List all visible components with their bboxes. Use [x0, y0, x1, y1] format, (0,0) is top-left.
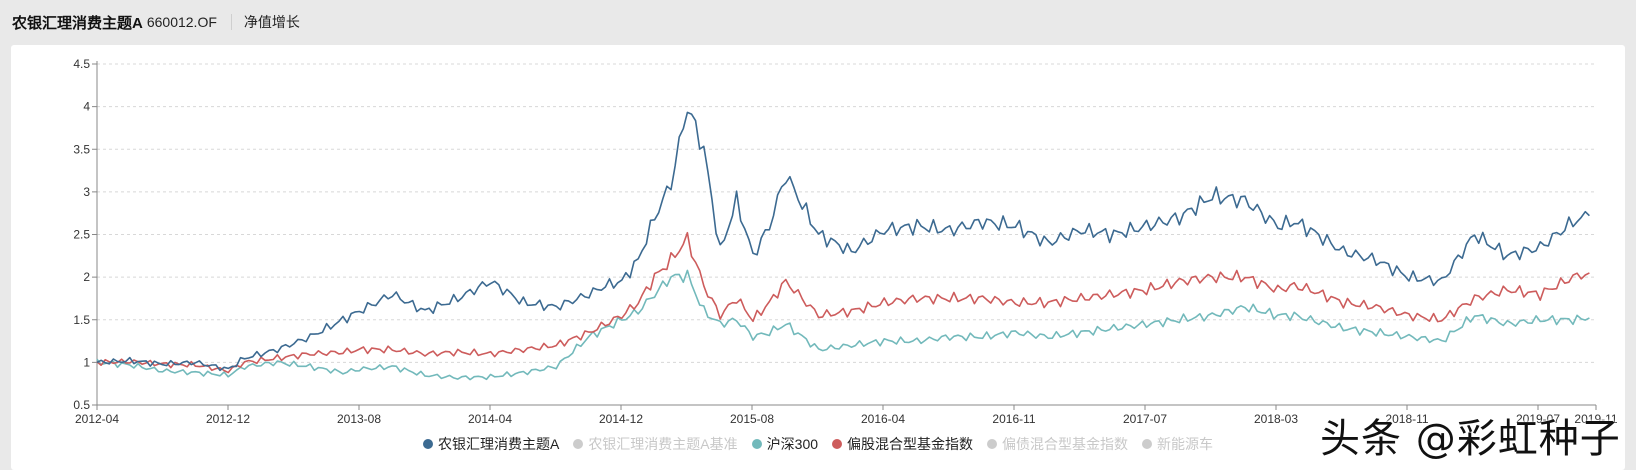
series-line-1 [96, 269, 1590, 381]
legend-dot-icon [832, 439, 843, 449]
x-tick-label: 2017-07 [1123, 412, 1167, 426]
header: 农银汇理消费主题A 660012.OF 净值增长 [0, 0, 1636, 44]
tab-nav-growth[interactable]: 净值增长 [243, 14, 300, 30]
x-tick-label: 2012-04 [75, 412, 119, 426]
x-tick-label: 2016-04 [861, 412, 905, 426]
y-tick-label: 3.5 [73, 142, 90, 156]
x-tick-label: 2012-12 [206, 412, 250, 426]
fund-code: 660012.OF [146, 14, 217, 30]
series-line-0 [96, 111, 1590, 372]
y-tick-label: 1.5 [73, 313, 90, 327]
y-tick-label: 3 [83, 185, 90, 199]
legend-dot-icon [751, 439, 762, 449]
series-line-2 [96, 231, 1590, 374]
legend-item-fund[interactable]: 农银汇理消费主题A [422, 434, 559, 454]
y-tick-label: 0.5 [73, 398, 90, 412]
legend-dot-icon [422, 439, 433, 449]
y-tick-label: 4 [83, 100, 90, 114]
legend-item-benchmark[interactable]: 农银汇理消费主题A基准 [573, 434, 738, 454]
x-tick-label: 2019-11 [1574, 412, 1617, 426]
y-tick-label: 1 [83, 355, 90, 369]
x-tick-label: 2014-12 [599, 412, 643, 426]
fund-title: 农银汇理消费主题A [12, 14, 143, 32]
chart-legend: 农银汇理消费主题A 农银汇理消费主题A基准 沪深300 偏股混合型基金指数 偏债… [0, 434, 1636, 454]
x-tick-label: 2013-08 [337, 412, 381, 426]
y-tick-label: 2 [83, 270, 90, 284]
chart-card [11, 45, 1625, 470]
x-tick-label: 2018-03 [1254, 412, 1298, 426]
legend-item-hs300[interactable]: 沪深300 [751, 434, 818, 454]
x-tick-label: 2019-07 [1516, 412, 1560, 426]
x-tick-label: 2014-04 [468, 412, 512, 426]
y-tick-label: 2.5 [73, 228, 90, 242]
legend-item-nev[interactable]: 新能源车 [1142, 434, 1213, 454]
legend-dot-icon [1142, 439, 1153, 449]
legend-dot-icon [987, 439, 998, 449]
divider [230, 14, 232, 30]
legend-item-equity-index[interactable]: 偏股混合型基金指数 [832, 434, 973, 454]
x-tick-label: 2015-08 [730, 412, 774, 426]
watermark: 头条 @彩虹种子 [1320, 416, 1621, 462]
legend-item-bond-index[interactable]: 偏债混合型基金指数 [987, 434, 1128, 454]
x-tick-label: 2018-11 [1385, 412, 1428, 426]
x-tick-label: 2016-11 [992, 412, 1035, 426]
legend-dot-icon [573, 439, 584, 449]
y-tick-label: 4.5 [73, 57, 90, 71]
